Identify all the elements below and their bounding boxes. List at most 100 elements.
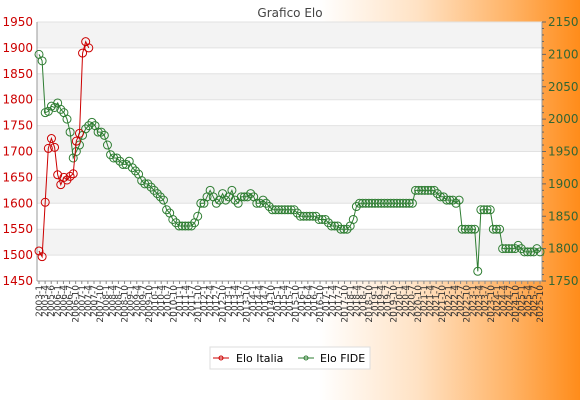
x-axis-tick-label: 2005-6: [47, 285, 57, 317]
left-axis-tick-label: 1550: [2, 222, 33, 236]
left-axis-tick-label: 1600: [2, 196, 33, 210]
data-point: [227, 185, 237, 195]
x-axis-tick-label: 2012-4: [206, 285, 216, 317]
plot-band: [37, 203, 542, 230]
left-axis-tick-label: 1500: [2, 248, 33, 262]
data-point: [56, 180, 66, 190]
data-point: [258, 195, 268, 205]
data-point: [336, 224, 346, 234]
data-point: [429, 185, 439, 195]
x-axis-tick-label: 2016-10: [316, 285, 326, 323]
data-point: [78, 48, 88, 58]
left-axis-tick-label: 1950: [2, 15, 33, 29]
data-point: [280, 205, 290, 215]
data-point: [407, 198, 417, 208]
right-axis-tick-label: 2100: [548, 47, 579, 61]
data-point: [532, 244, 542, 254]
data-point: [510, 244, 520, 254]
data-point: [460, 224, 470, 234]
data-point: [355, 198, 365, 208]
x-axis-ticks: 2003-12003-42005-62006-12006-42006-72006…: [35, 281, 546, 323]
data-point: [473, 266, 483, 276]
x-axis-tick-label: 2011-4: [182, 285, 192, 317]
x-axis-tick-label: 2024-1: [493, 285, 503, 317]
data-point: [364, 198, 374, 208]
x-axis-tick-label: 2022-1: [444, 285, 454, 317]
plot-band: [37, 99, 542, 126]
x-axis-tick-label: 2015-7: [286, 285, 296, 317]
data-point: [62, 114, 72, 124]
data-point: [71, 136, 81, 146]
x-axis-tick-label: 2009-4: [133, 285, 143, 317]
data-point: [320, 214, 330, 224]
data-point: [40, 197, 50, 207]
data-point: [34, 246, 44, 256]
data-point: [149, 185, 159, 195]
data-point: [84, 121, 94, 131]
legend-italia-marker: [218, 355, 224, 361]
data-point: [186, 221, 196, 231]
x-axis-tick-label: 2023-7: [481, 285, 491, 317]
x-axis-tick-label: 2020-1: [395, 285, 405, 317]
data-point: [327, 221, 337, 231]
data-point: [168, 214, 178, 224]
right-axis-tick-label: 1800: [548, 242, 579, 256]
x-axis-tick-label: 2003-4: [41, 285, 51, 317]
x-axis-tick-label: 2020-7: [408, 285, 418, 317]
x-axis-tick-label: 2024-7: [505, 285, 515, 317]
data-point: [152, 189, 162, 199]
data-point: [479, 205, 489, 215]
data-point: [404, 198, 414, 208]
x-axis-tick-label: 2010-10: [169, 285, 179, 323]
right-axis-tick-label: 1850: [548, 209, 579, 223]
x-axis-tick-label: 2022-7: [457, 285, 467, 317]
data-point: [398, 198, 408, 208]
x-axis-tick-label: 2019-10: [389, 285, 399, 323]
left-axis-tick-label: 1900: [2, 41, 33, 55]
data-point: [211, 198, 221, 208]
data-point: [342, 224, 352, 234]
data-point: [299, 211, 309, 221]
x-axis-tick-label: 2017-1: [322, 285, 332, 317]
data-point: [270, 205, 280, 215]
plot-background: [37, 22, 542, 281]
x-axis-tick-label: 2003-1: [35, 285, 45, 317]
x-axis-tick-label: 2022-10: [463, 285, 473, 323]
data-point: [43, 143, 53, 153]
right-axis-tick-label: 2150: [548, 15, 579, 29]
x-axis-tick-label: 2014-7: [261, 285, 271, 317]
x-axis-tick-label: 2010-1: [151, 285, 161, 317]
data-point: [376, 198, 386, 208]
x-axis-tick-label: 2021-7: [432, 285, 442, 317]
data-point: [467, 224, 477, 234]
x-axis-tick-label: 2006-1: [53, 285, 63, 317]
data-point: [501, 244, 511, 254]
series-elo-italia: [34, 37, 94, 262]
left-axis-tick-label: 1750: [2, 119, 33, 133]
x-axis-tick-label: 2019-7: [383, 285, 393, 317]
x-axis-tick-label: 2011-7: [188, 285, 198, 317]
legend: Elo Italia Elo FIDE: [209, 346, 371, 370]
data-point: [448, 195, 458, 205]
data-point: [246, 189, 256, 199]
data-point: [392, 198, 402, 208]
x-axis-tick-label: 2006-4: [59, 285, 69, 317]
data-point: [180, 221, 190, 231]
x-axis-tick-label: 2025-10: [536, 285, 546, 323]
data-point: [127, 163, 137, 173]
x-axis-tick-label: 2008-1: [102, 285, 112, 317]
legend-fide-marker: [303, 355, 309, 361]
x-axis-tick-label: 2016-7: [310, 285, 320, 317]
data-point: [513, 240, 523, 250]
x-axis-tick-label: 2021-1: [420, 285, 430, 317]
x-axis-tick-label: 2006-10: [72, 285, 82, 323]
data-point: [491, 224, 501, 234]
data-point: [255, 198, 265, 208]
data-point: [463, 224, 473, 234]
data-point: [379, 198, 389, 208]
data-point: [174, 221, 184, 231]
data-point: [411, 185, 421, 195]
data-point: [348, 214, 358, 224]
data-point: [358, 198, 368, 208]
